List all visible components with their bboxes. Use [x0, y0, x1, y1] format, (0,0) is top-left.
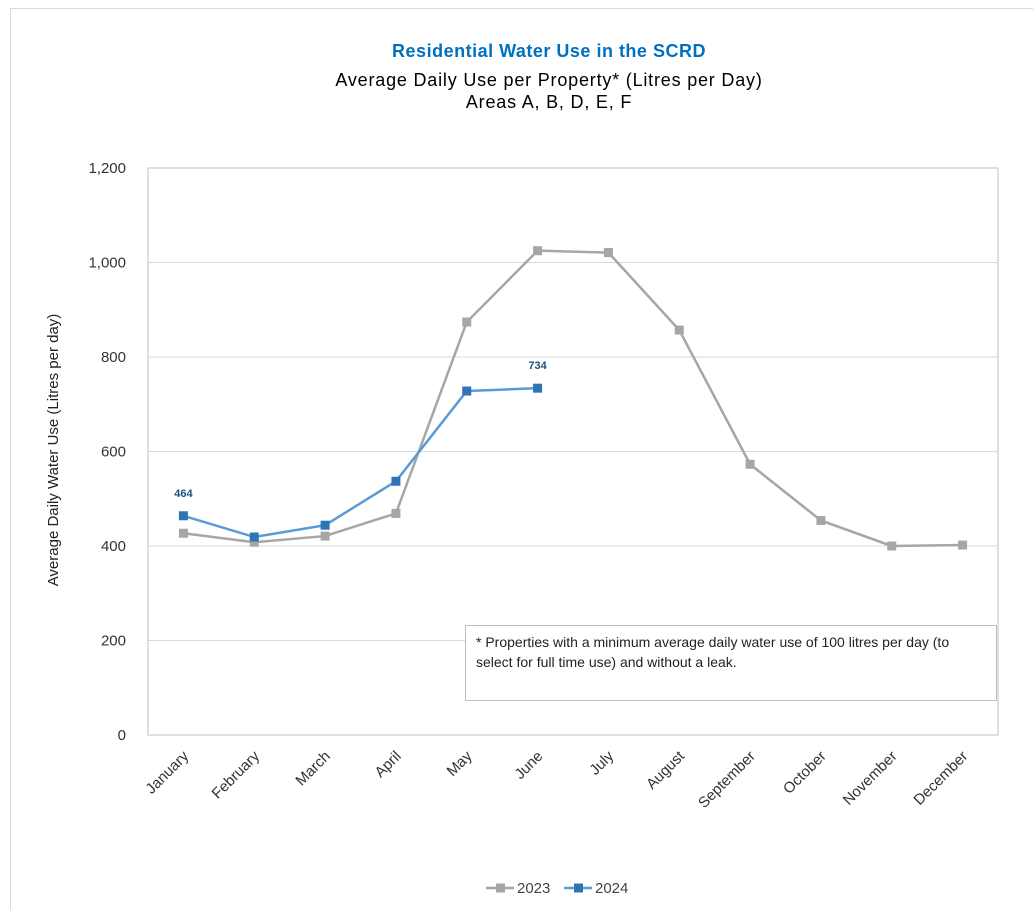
data-point: [249, 532, 259, 542]
y-tick-label: 800: [101, 349, 126, 366]
y-tick-label: 0: [118, 727, 126, 744]
x-tick-label: February: [209, 747, 264, 802]
chart-border: [10, 8, 1033, 910]
legend-label: 2024: [595, 880, 628, 897]
chart-subtitle: Average Daily Use per Property* (Litres …: [335, 70, 762, 90]
legend-marker: [574, 883, 583, 893]
chart-subtitle: Areas A, B, D, E, F: [466, 92, 632, 112]
legend-marker: [496, 883, 505, 893]
data-point: [178, 528, 188, 538]
x-tick-label: November: [840, 748, 901, 809]
y-axis-label: Average Daily Water Use (Litres per day): [45, 314, 62, 587]
data-point: [958, 540, 968, 550]
chart-title: Residential Water Use in the SCRD: [392, 41, 706, 61]
data-point: [533, 246, 543, 256]
x-tick-label: August: [643, 747, 689, 793]
x-tick-label: September: [695, 748, 759, 812]
data-point: [391, 508, 401, 518]
y-tick-label: 400: [101, 538, 126, 555]
data-point: [320, 531, 330, 541]
x-tick-label: May: [444, 747, 476, 779]
x-tick-label: October: [780, 748, 830, 798]
x-tick-label: December: [910, 748, 971, 809]
data-point: [603, 248, 613, 258]
data-point: [249, 537, 259, 547]
data-label: 734: [528, 360, 547, 372]
x-tick-label: April: [372, 748, 405, 781]
series-line: [183, 249, 963, 548]
y-tick-label: 1,000: [88, 255, 126, 272]
y-tick-label: 1,200: [88, 160, 126, 177]
data-point: [674, 325, 684, 335]
plot-border: [147, 167, 999, 736]
data-point: [887, 541, 897, 551]
y-tick-label: 200: [101, 633, 126, 650]
data-point: [745, 459, 755, 469]
data-point: [178, 511, 188, 521]
series-line: [183, 386, 538, 539]
data-point: [816, 515, 826, 525]
data-label: 464: [174, 488, 193, 500]
x-tick-label: June: [511, 748, 546, 783]
data-point: [320, 520, 330, 530]
data-point: [462, 386, 472, 396]
x-tick-label: January: [142, 747, 192, 797]
data-point: [391, 476, 401, 486]
legend-label: 2023: [517, 880, 550, 897]
data-point: [533, 383, 543, 393]
x-tick-label: July: [586, 747, 617, 778]
annotation: * Properties with a minimum average dail…: [465, 625, 997, 701]
data-point: [462, 317, 472, 327]
y-tick-label: 600: [101, 444, 126, 461]
x-tick-label: March: [292, 748, 333, 789]
